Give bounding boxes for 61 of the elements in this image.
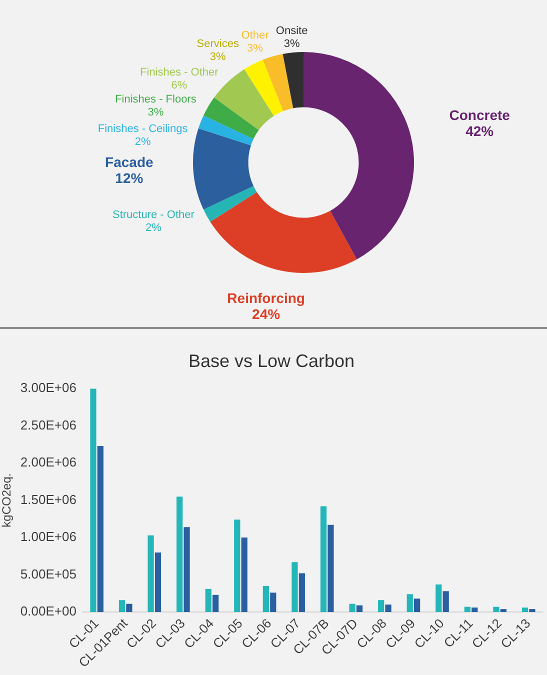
- bar: [378, 600, 384, 612]
- y-tick-label: 1.00E+06: [20, 529, 76, 544]
- y-tick-label: 3.00E+06: [20, 380, 76, 396]
- bar: [414, 598, 420, 612]
- bar: [529, 609, 536, 612]
- y-axis-title: kgCO2eq.: [0, 473, 14, 528]
- slice-label: Finishes - Ceilings: [98, 123, 188, 136]
- bar: [464, 606, 470, 612]
- slice-label: Onsite: [276, 25, 308, 38]
- data-label: 2%: [134, 136, 151, 148]
- bar: [154, 552, 162, 612]
- bar: [472, 608, 478, 612]
- bar: [298, 573, 305, 612]
- slice-label: Other: [241, 29, 270, 42]
- slice-label: Finishes - Floors: [115, 94, 197, 106]
- data-label: 3%: [210, 51, 226, 64]
- y-tick-label: 2.50E+06: [20, 417, 76, 432]
- slice-label: Finishes - Other: [140, 66, 219, 78]
- bar: [205, 588, 212, 612]
- y-tick-label: 2.00E+06: [20, 454, 76, 470]
- bar: [184, 527, 190, 612]
- bar: [241, 538, 248, 612]
- bar: [176, 496, 183, 612]
- bar: [292, 562, 298, 612]
- bar: [90, 388, 96, 612]
- bar: [356, 605, 363, 612]
- data-label: 3%: [148, 106, 164, 119]
- slice-label: Concrete: [449, 106, 510, 123]
- data-label: 2%: [145, 222, 162, 234]
- bar: [406, 594, 413, 612]
- slice-label: Facade: [105, 154, 154, 170]
- bar: [212, 594, 219, 612]
- bar: [436, 584, 442, 612]
- slice-label: Reinforcing: [227, 290, 305, 306]
- chart-title: Base vs Low Carbon: [188, 350, 355, 371]
- bar: [270, 592, 276, 612]
- bar: [118, 600, 126, 612]
- slice-label: Services: [196, 38, 240, 50]
- bar: [234, 520, 240, 612]
- data-label: 12%: [115, 170, 144, 186]
- data-label: 6%: [171, 79, 188, 92]
- y-tick-label: 5.00E+05: [20, 566, 76, 582]
- bar: [126, 604, 132, 612]
- bar: [97, 446, 104, 612]
- bar: [328, 524, 334, 612]
- bar: [148, 535, 154, 612]
- bar: [500, 609, 506, 612]
- bar: [522, 608, 528, 612]
- data-label: 24%: [252, 306, 281, 322]
- bar: [349, 604, 356, 612]
- bar: [385, 604, 392, 612]
- bar: [493, 606, 500, 612]
- data-label: 42%: [466, 122, 494, 139]
- slice-label: Structure - Other: [112, 209, 195, 222]
- y-tick-label: 0.00E+00: [20, 604, 76, 619]
- y-tick-label: 1.50E+06: [20, 492, 76, 507]
- data-label: 3%: [247, 42, 264, 54]
- bar: [262, 586, 269, 612]
- bar: [320, 506, 327, 612]
- bar: [442, 591, 449, 612]
- data-label: 3%: [284, 38, 300, 50]
